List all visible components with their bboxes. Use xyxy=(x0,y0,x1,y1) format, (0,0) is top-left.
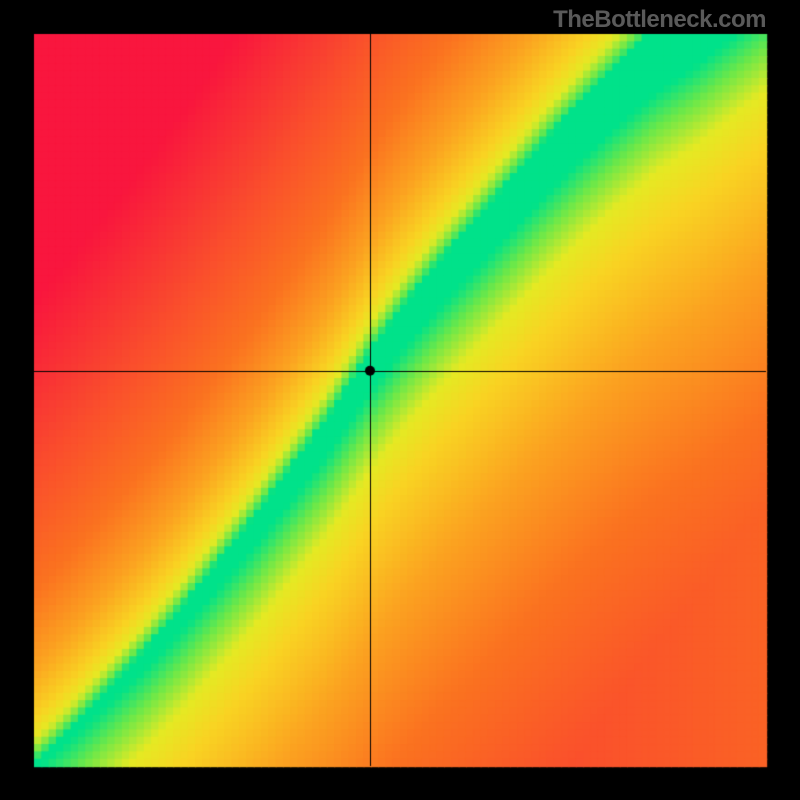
bottleneck-heatmap xyxy=(0,0,800,800)
watermark-text: TheBottleneck.com xyxy=(553,6,766,34)
